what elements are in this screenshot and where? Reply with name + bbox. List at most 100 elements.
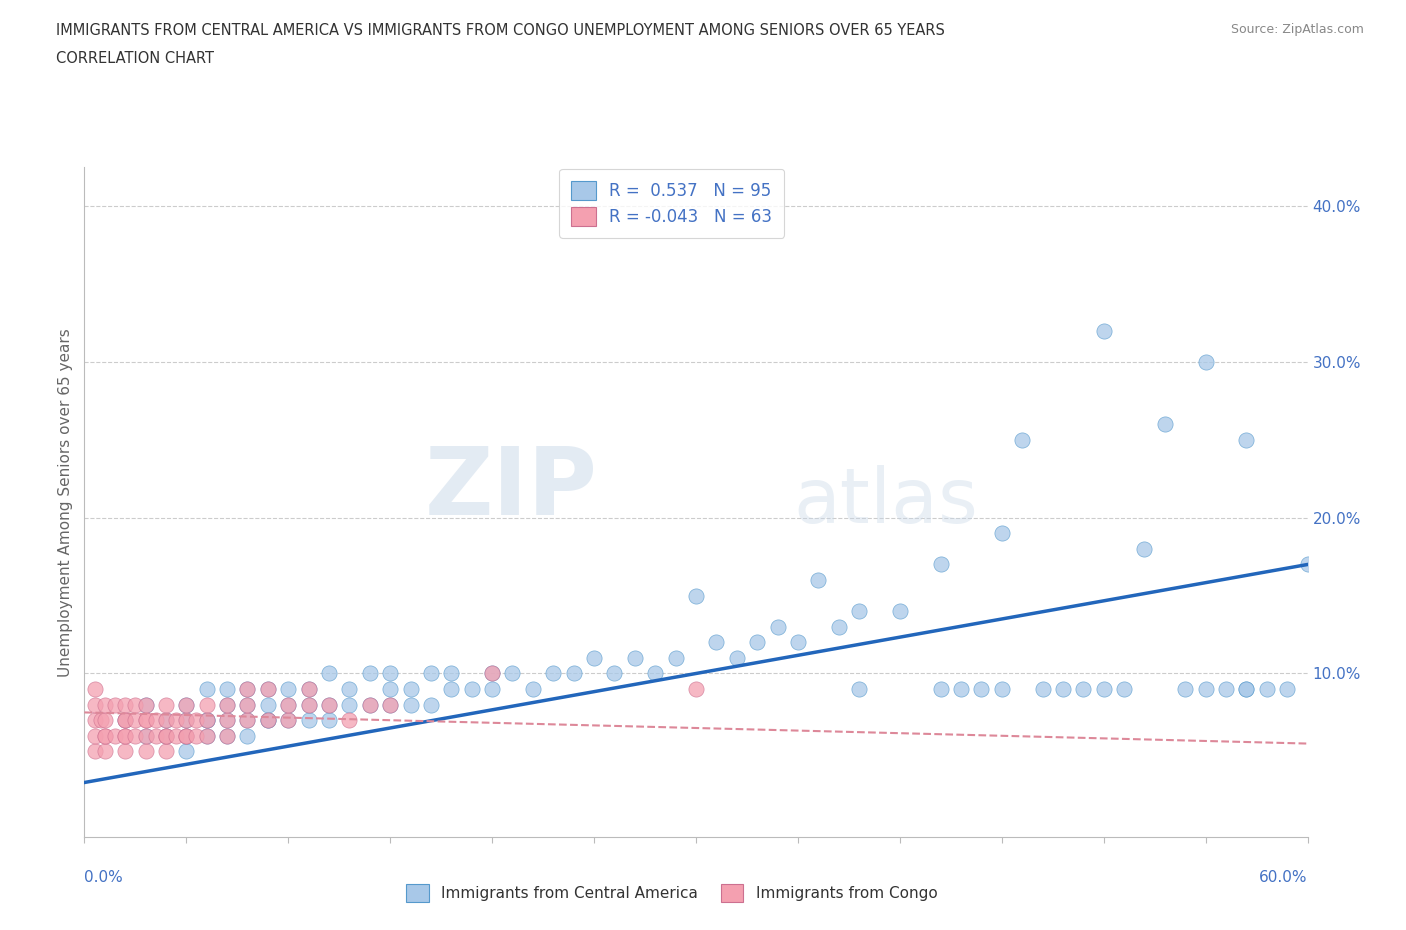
Point <box>929 557 952 572</box>
Point <box>195 728 218 743</box>
Point <box>1092 324 1115 339</box>
Point <box>236 728 259 743</box>
Point <box>135 728 157 743</box>
Point <box>807 573 830 588</box>
Point <box>359 666 381 681</box>
Text: atlas: atlas <box>794 465 979 539</box>
Point <box>339 698 360 712</box>
Point <box>339 712 360 727</box>
Point <box>257 712 280 727</box>
Point <box>114 712 136 727</box>
Point <box>318 698 340 712</box>
Point <box>1092 682 1115 697</box>
Point <box>104 698 127 712</box>
Point <box>1234 682 1257 697</box>
Point <box>217 682 239 697</box>
Point <box>848 604 870 618</box>
Point <box>135 728 157 743</box>
Point <box>1195 682 1218 697</box>
Point <box>1215 682 1237 697</box>
Legend: Immigrants from Central America, Immigrants from Congo: Immigrants from Central America, Immigra… <box>398 877 945 910</box>
Point <box>186 712 208 727</box>
Point <box>603 666 626 681</box>
Point <box>155 728 177 743</box>
Point <box>848 682 870 697</box>
Point <box>174 698 197 712</box>
Text: CORRELATION CHART: CORRELATION CHART <box>56 51 214 66</box>
Point <box>644 666 666 681</box>
Point <box>298 698 321 712</box>
Point <box>114 728 136 743</box>
Text: IMMIGRANTS FROM CENTRAL AMERICA VS IMMIGRANTS FROM CONGO UNEMPLOYMENT AMONG SENI: IMMIGRANTS FROM CENTRAL AMERICA VS IMMIG… <box>56 23 945 38</box>
Point <box>114 698 136 712</box>
Point <box>257 712 280 727</box>
Point <box>236 682 259 697</box>
Point <box>380 682 402 697</box>
Point <box>664 650 686 665</box>
Point <box>685 682 707 697</box>
Text: 0.0%: 0.0% <box>84 870 124 884</box>
Point <box>174 728 197 743</box>
Point <box>1195 354 1218 369</box>
Point <box>704 635 728 650</box>
Point <box>950 682 973 697</box>
Point <box>236 712 259 727</box>
Point <box>1275 682 1298 697</box>
Point <box>217 698 239 712</box>
Point <box>725 650 748 665</box>
Point <box>1234 432 1257 447</box>
Point <box>257 682 280 697</box>
Point <box>83 698 105 712</box>
Point <box>165 712 187 727</box>
Point <box>461 682 484 697</box>
Point <box>562 666 585 681</box>
Point <box>195 698 218 712</box>
Point <box>135 744 157 759</box>
Point <box>174 744 197 759</box>
Point <box>1256 682 1278 697</box>
Point <box>195 682 218 697</box>
Point <box>522 682 544 697</box>
Point <box>217 728 239 743</box>
Point <box>135 698 157 712</box>
Point <box>380 698 402 712</box>
Point <box>298 682 321 697</box>
Text: ZIP: ZIP <box>425 443 598 535</box>
Y-axis label: Unemployment Among Seniors over 65 years: Unemployment Among Seniors over 65 years <box>58 328 73 677</box>
Point <box>114 744 136 759</box>
Point <box>277 698 299 712</box>
Point <box>399 698 422 712</box>
Point <box>1133 541 1156 556</box>
Point <box>236 682 259 697</box>
Point <box>93 728 115 743</box>
Point <box>83 712 105 727</box>
Point <box>747 635 769 650</box>
Point <box>359 698 381 712</box>
Point <box>380 698 402 712</box>
Point <box>481 666 503 681</box>
Point <box>155 728 177 743</box>
Point <box>155 712 177 727</box>
Point <box>929 682 952 697</box>
Point <box>1174 682 1197 697</box>
Point <box>277 712 299 727</box>
Point <box>83 728 105 743</box>
Point <box>277 698 299 712</box>
Point <box>481 666 503 681</box>
Point <box>217 698 239 712</box>
Point <box>217 728 239 743</box>
Point <box>93 698 115 712</box>
Point <box>104 728 127 743</box>
Point <box>339 682 360 697</box>
Point <box>318 666 340 681</box>
Point <box>1052 682 1074 697</box>
Point <box>298 712 321 727</box>
Point <box>135 712 157 727</box>
Point <box>135 712 157 727</box>
Point <box>298 698 321 712</box>
Point <box>970 682 993 697</box>
Point <box>83 682 105 697</box>
Point <box>93 744 115 759</box>
Point <box>217 712 239 727</box>
Point <box>787 635 810 650</box>
